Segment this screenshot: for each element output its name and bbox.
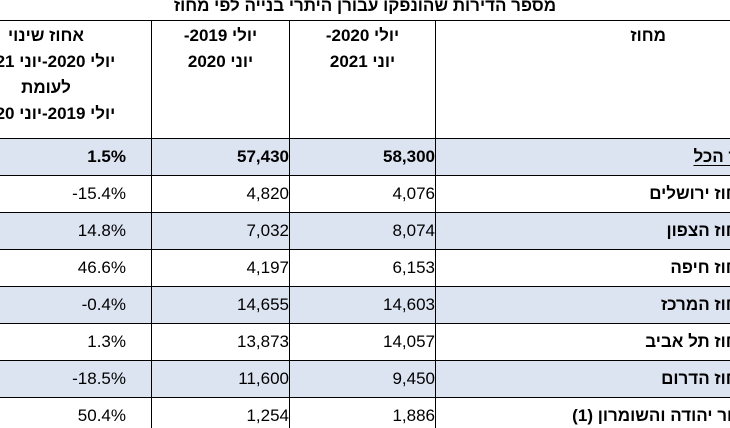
value-change: -18.5% <box>72 369 126 388</box>
header-jul2019-line1: יולי 2019- <box>183 26 258 45</box>
header-change-line1: אחוז שינוי <box>8 26 84 45</box>
header-jul2019-jun2020: יולי 2019- יוני 2020 <box>151 20 290 139</box>
table-row: מחוז המרכז 14,603 14,655 -0.4% <box>0 286 730 324</box>
value-jul2020: 58,300 <box>383 147 435 166</box>
cell-change: 14.8% <box>0 212 152 250</box>
cell-jul2020: 14,057 <box>289 323 436 361</box>
value-change: 1.5% <box>87 147 126 166</box>
table-row-total: סך הכל 58,300 57,430 1.5% <box>0 138 730 176</box>
district-name: מחוז חיפה <box>670 258 730 277</box>
header-change-line3: לעומת <box>21 78 71 97</box>
header-district: מחוז <box>435 20 730 139</box>
table-row: מחוז ירושלים 4,076 4,820 -15.4% <box>0 175 730 213</box>
value-jul2019: 13,873 <box>237 332 289 351</box>
header-change-line4: יולי 2019-יוני 2020 <box>0 104 116 123</box>
value-jul2019: 14,655 <box>237 295 289 314</box>
cell-district: סך הכל <box>435 138 730 176</box>
cell-jul2020: 8,074 <box>289 212 436 250</box>
value-jul2019: 7,032 <box>246 221 289 240</box>
value-jul2020: 8,074 <box>392 221 435 240</box>
table-row: מחוז הצפון 8,074 7,032 14.8% <box>0 212 730 250</box>
header-change-line2: יולי 2020-יוני 2021 <box>0 52 116 71</box>
header-change: אחוז שינוי יולי 2020-יוני 2021 לעומת יול… <box>0 20 152 139</box>
value-change: 50.4% <box>77 406 126 425</box>
value-jul2020: 1,886 <box>392 406 435 425</box>
district-name: מחוז המרכז <box>660 295 730 314</box>
value-jul2020: 14,603 <box>383 295 435 314</box>
value-jul2020: 6,153 <box>392 258 435 277</box>
table-title: מספר הדירות שהונפקו עבורן היתרי בנייה לפ… <box>173 0 557 15</box>
cell-district: אזור יהודה והשומרון (1) <box>435 397 730 428</box>
cell-jul2020: 6,153 <box>289 249 436 287</box>
value-jul2020: 14,057 <box>383 332 435 351</box>
district-name: מחוז תל אביב <box>645 332 730 351</box>
cell-change: 50.4% <box>0 397 152 428</box>
cell-change: 1.3% <box>0 323 152 361</box>
value-jul2019: 57,430 <box>237 147 289 166</box>
table-row: מחוז תל אביב 14,057 13,873 1.3% <box>0 323 730 361</box>
cell-jul2019: 7,032 <box>151 212 290 250</box>
cell-district: מחוז הדרום <box>435 360 730 398</box>
cell-jul2019: 14,655 <box>151 286 290 324</box>
table-row: מחוז חיפה 6,153 4,197 46.6% <box>0 249 730 287</box>
district-name: סך הכל <box>693 147 730 166</box>
cell-jul2020: 14,603 <box>289 286 436 324</box>
value-jul2019: 1,254 <box>246 406 289 425</box>
cell-jul2020: 4,076 <box>289 175 436 213</box>
header-district-label: מחוז <box>630 26 666 45</box>
value-change: 46.6% <box>77 258 126 277</box>
permits-table: מחוז יולי 2020- יוני 2021 יולי 2019- יונ… <box>0 20 730 428</box>
district-name: מחוז הדרום <box>661 369 730 388</box>
value-jul2019: 4,820 <box>246 184 289 203</box>
value-change: 1.3% <box>87 332 126 351</box>
value-jul2020: 9,450 <box>392 369 435 388</box>
cell-district: מחוז הצפון <box>435 212 730 250</box>
cell-district: מחוז ירושלים <box>435 175 730 213</box>
header-jul2020-jun2021: יולי 2020- יוני 2021 <box>289 20 436 139</box>
cell-change: -0.4% <box>0 286 152 324</box>
cell-change: 46.6% <box>0 249 152 287</box>
district-name: אזור יהודה והשומרון (1) <box>572 406 730 425</box>
cell-jul2019: 13,873 <box>151 323 290 361</box>
header-jul2020-line2: יוני 2021 <box>329 52 396 71</box>
value-change: 14.8% <box>77 221 126 240</box>
district-name: מחוז הצפון <box>666 221 730 240</box>
header-row: מחוז יולי 2020- יוני 2021 יולי 2019- יונ… <box>0 20 730 139</box>
cell-change: 1.5% <box>0 138 152 176</box>
table-row: אזור יהודה והשומרון (1) 1,886 1,254 50.4… <box>0 397 730 428</box>
cell-jul2019: 4,197 <box>151 249 290 287</box>
header-jul2020-line1: יולי 2020- <box>325 26 400 45</box>
table-row: מחוז הדרום 9,450 11,600 -18.5% <box>0 360 730 398</box>
cell-jul2019: 57,430 <box>151 138 290 176</box>
cell-jul2020: 58,300 <box>289 138 436 176</box>
value-change: -0.4% <box>81 295 126 314</box>
cell-jul2019: 1,254 <box>151 397 290 428</box>
cell-district: מחוז תל אביב <box>435 323 730 361</box>
value-jul2020: 4,076 <box>392 184 435 203</box>
cell-district: מחוז המרכז <box>435 286 730 324</box>
cell-change: -15.4% <box>0 175 152 213</box>
value-jul2019: 11,600 <box>238 369 289 388</box>
cell-jul2019: 4,820 <box>151 175 290 213</box>
cell-jul2019: 11,600 <box>151 360 290 398</box>
district-name: מחוז ירושלים <box>649 184 730 203</box>
header-jul2019-line2: יוני 2020 <box>187 52 254 71</box>
cell-jul2020: 1,886 <box>289 397 436 428</box>
value-change: -15.4% <box>72 184 126 203</box>
cell-jul2020: 9,450 <box>289 360 436 398</box>
cell-district: מחוז חיפה <box>435 249 730 287</box>
value-jul2019: 4,197 <box>246 258 289 277</box>
cell-change: -18.5% <box>0 360 152 398</box>
